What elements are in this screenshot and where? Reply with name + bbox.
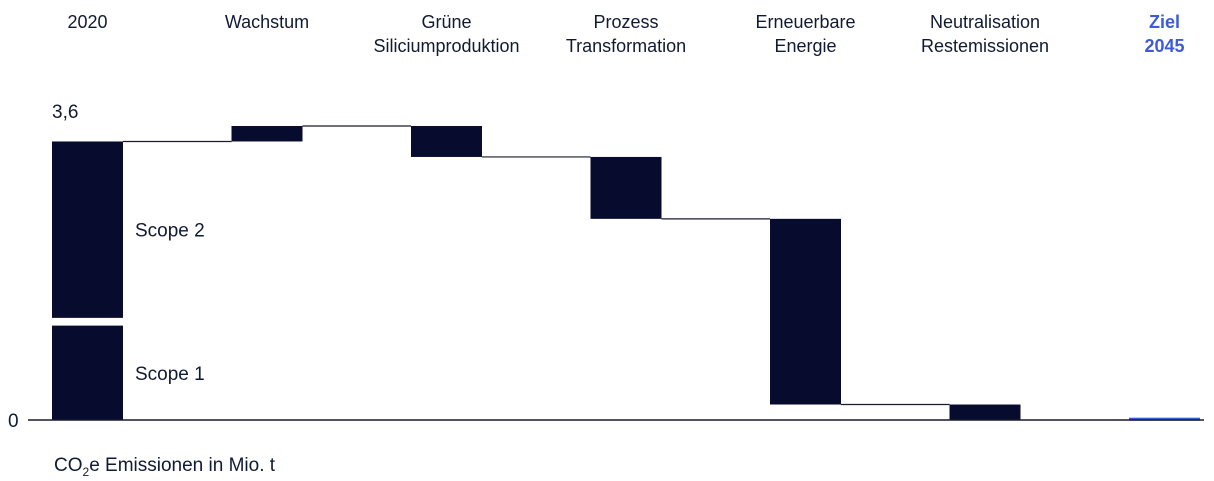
category-label: Ziel 2045 <box>1144 12 1184 56</box>
category-label: Erneuerbare Energie <box>755 12 855 56</box>
category-label-line: Restemissionen <box>921 36 1049 56</box>
category-label: 2020 <box>67 12 107 32</box>
connectors <box>123 125 950 406</box>
y-tick-label-zero: 0 <box>8 411 19 432</box>
bar <box>590 156 662 219</box>
category-label-line: 2045 <box>1144 36 1184 56</box>
category-label-line: Neutralisation <box>930 12 1040 32</box>
bar <box>411 126 482 157</box>
category-label-line: Erneuerbare <box>755 12 855 32</box>
category-label: Wachstum <box>225 12 309 32</box>
category-label: Prozess Transformation <box>566 12 686 56</box>
segment-label: Scope 2 <box>135 221 205 242</box>
bar <box>1129 417 1200 421</box>
category-label-line: 2020 <box>67 12 107 32</box>
category-label-line: Transformation <box>566 36 686 56</box>
bar <box>949 404 1021 420</box>
segment-labels: Scope 1 Scope 2 <box>135 221 205 385</box>
category-label: Neutralisation Restemissionen <box>921 12 1049 56</box>
value-label-2020: 3,6 <box>52 102 78 123</box>
category-label-line: Siliciumproduktion <box>373 36 519 56</box>
category-label-line: Wachstum <box>225 12 309 32</box>
category-label-line: Energie <box>774 36 836 56</box>
bar-segment <box>52 141 123 318</box>
segment-label: Scope 1 <box>135 364 205 385</box>
category-label-line: Grüne <box>421 12 471 32</box>
bar <box>231 126 303 142</box>
bar-segment <box>52 325 123 420</box>
bars <box>52 126 1200 421</box>
category-label: Grüne Siliciumproduktion <box>373 12 519 56</box>
unit-label: CO2e Emissionen in Mio. t <box>54 455 276 479</box>
unit-label-after: e Emissionen in Mio. t <box>89 455 276 476</box>
bar <box>770 218 841 405</box>
category-label-line: Prozess <box>593 12 658 32</box>
unit-label-subscript: 2 <box>83 465 90 479</box>
category-labels: 2020 Wachstum Grüne Siliciumproduktion Proze… <box>67 12 1184 56</box>
category-label-line: Ziel <box>1149 12 1180 32</box>
unit-label-before: CO <box>54 455 83 476</box>
